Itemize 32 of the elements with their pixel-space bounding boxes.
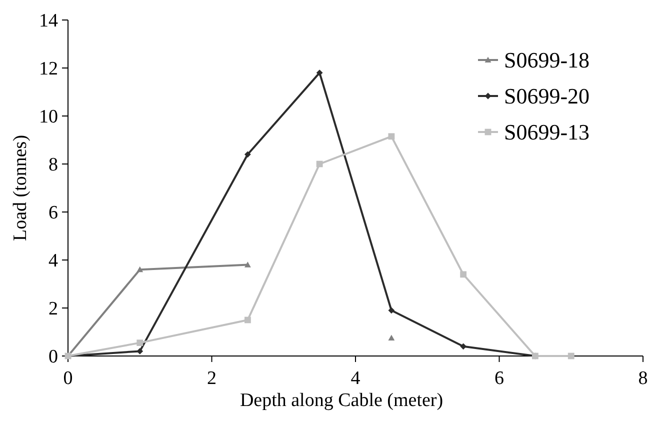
point <box>388 334 395 341</box>
point <box>388 133 395 140</box>
y-tick-label: 2 <box>48 298 58 320</box>
point <box>244 262 251 268</box>
point <box>460 271 467 278</box>
x-tick-label: 2 <box>207 368 216 389</box>
point <box>316 160 323 168</box>
point <box>568 352 574 360</box>
y-tick-label: 0 <box>48 346 58 368</box>
y-tick-label: 4 <box>48 250 58 272</box>
legend-label: S0699-20 <box>504 84 590 109</box>
point <box>136 348 144 354</box>
y-tick-label: 12 <box>39 58 58 80</box>
point <box>136 340 144 346</box>
point <box>316 70 323 76</box>
point <box>460 343 467 350</box>
point <box>244 151 251 158</box>
legend-label: S0699-18 <box>504 48 590 73</box>
x-axis-title: Depth along Cable (meter) <box>240 390 444 411</box>
x-tick-label: 6 <box>494 368 504 389</box>
point <box>388 307 395 314</box>
x-tick-label: 8 <box>638 368 648 389</box>
y-axis-title: Load (tonnes) <box>10 134 31 242</box>
y-tick-label: 8 <box>48 154 58 176</box>
y-tick-label: 6 <box>48 202 58 224</box>
point <box>136 266 144 272</box>
y-tick-label: 10 <box>39 106 58 128</box>
legend-label: S0699-13 <box>504 120 590 145</box>
point <box>244 316 251 324</box>
y-tick-label: 14 <box>39 10 58 32</box>
x-tick-label: 4 <box>350 368 361 389</box>
x-tick-label: 0 <box>63 368 73 389</box>
